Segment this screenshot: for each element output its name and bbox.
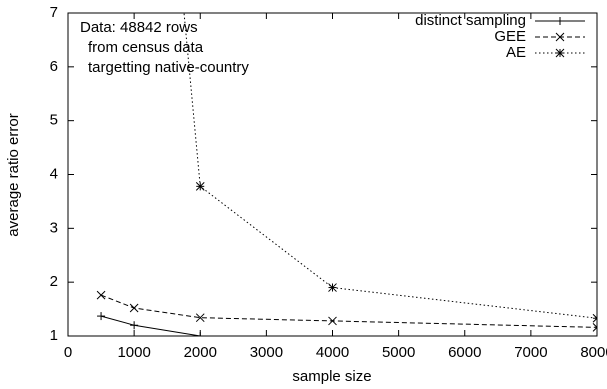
legend-label: AE xyxy=(506,44,526,61)
data-point xyxy=(328,316,337,326)
x-tick-label: 8000 xyxy=(580,344,607,361)
marker-stroke xyxy=(592,326,597,332)
annotation: targetting native-country xyxy=(88,59,249,76)
data-point xyxy=(328,283,337,292)
x-tick-label: 6000 xyxy=(448,344,481,361)
marker-stroke xyxy=(96,290,106,300)
x-tick-label: 0 xyxy=(64,344,72,361)
marker-stroke xyxy=(195,181,205,191)
y-axis-label: average ratio error xyxy=(5,113,22,236)
x-tick-label: 2000 xyxy=(184,344,217,361)
data-point xyxy=(196,332,205,336)
y-tick-label: 2 xyxy=(50,273,58,290)
legend-marker xyxy=(555,32,565,42)
data-point xyxy=(592,323,597,332)
marker-stroke xyxy=(328,316,337,326)
data-point xyxy=(592,313,597,323)
marker-stroke xyxy=(195,313,205,323)
legend-marker xyxy=(555,48,565,58)
x-tick-label: 3000 xyxy=(250,344,283,361)
marker-stroke xyxy=(328,283,337,292)
x-tick-label: 5000 xyxy=(382,344,415,361)
y-tick-label: 5 xyxy=(50,112,58,129)
annotation: from census data xyxy=(88,39,204,56)
y-tick-label: 7 xyxy=(50,4,58,21)
data-point xyxy=(593,332,597,336)
series-line xyxy=(100,294,597,328)
series-line xyxy=(100,315,597,336)
data-point xyxy=(96,290,106,300)
x-tick-label: 4000 xyxy=(316,344,349,361)
y-tick-label: 1 xyxy=(50,327,58,344)
marker-stroke xyxy=(129,303,139,313)
x-tick-label: 7000 xyxy=(514,344,547,361)
plot-area xyxy=(96,13,597,336)
x-tick-label: 1000 xyxy=(117,344,150,361)
marker-stroke xyxy=(592,317,597,323)
annotation: Data: 48842 rows xyxy=(80,19,198,36)
x-axis-label: sample size xyxy=(292,368,371,385)
data-point xyxy=(97,312,106,321)
data-point xyxy=(130,321,139,330)
y-tick-label: 3 xyxy=(50,219,58,236)
series-line xyxy=(183,13,597,319)
legend-label: GEE xyxy=(494,28,526,45)
legend-marker xyxy=(556,17,564,25)
marker-stroke xyxy=(592,313,597,319)
marker-stroke xyxy=(592,323,597,329)
legend-label: distinct sampling xyxy=(415,12,526,29)
marker-stroke xyxy=(555,32,565,42)
y-tick-label: 4 xyxy=(50,165,58,182)
data-point xyxy=(328,332,337,336)
data-point xyxy=(129,303,139,313)
y-tick-label: 6 xyxy=(50,58,58,75)
data-point xyxy=(195,313,205,323)
data-point xyxy=(195,181,205,191)
marker-stroke xyxy=(555,48,565,58)
